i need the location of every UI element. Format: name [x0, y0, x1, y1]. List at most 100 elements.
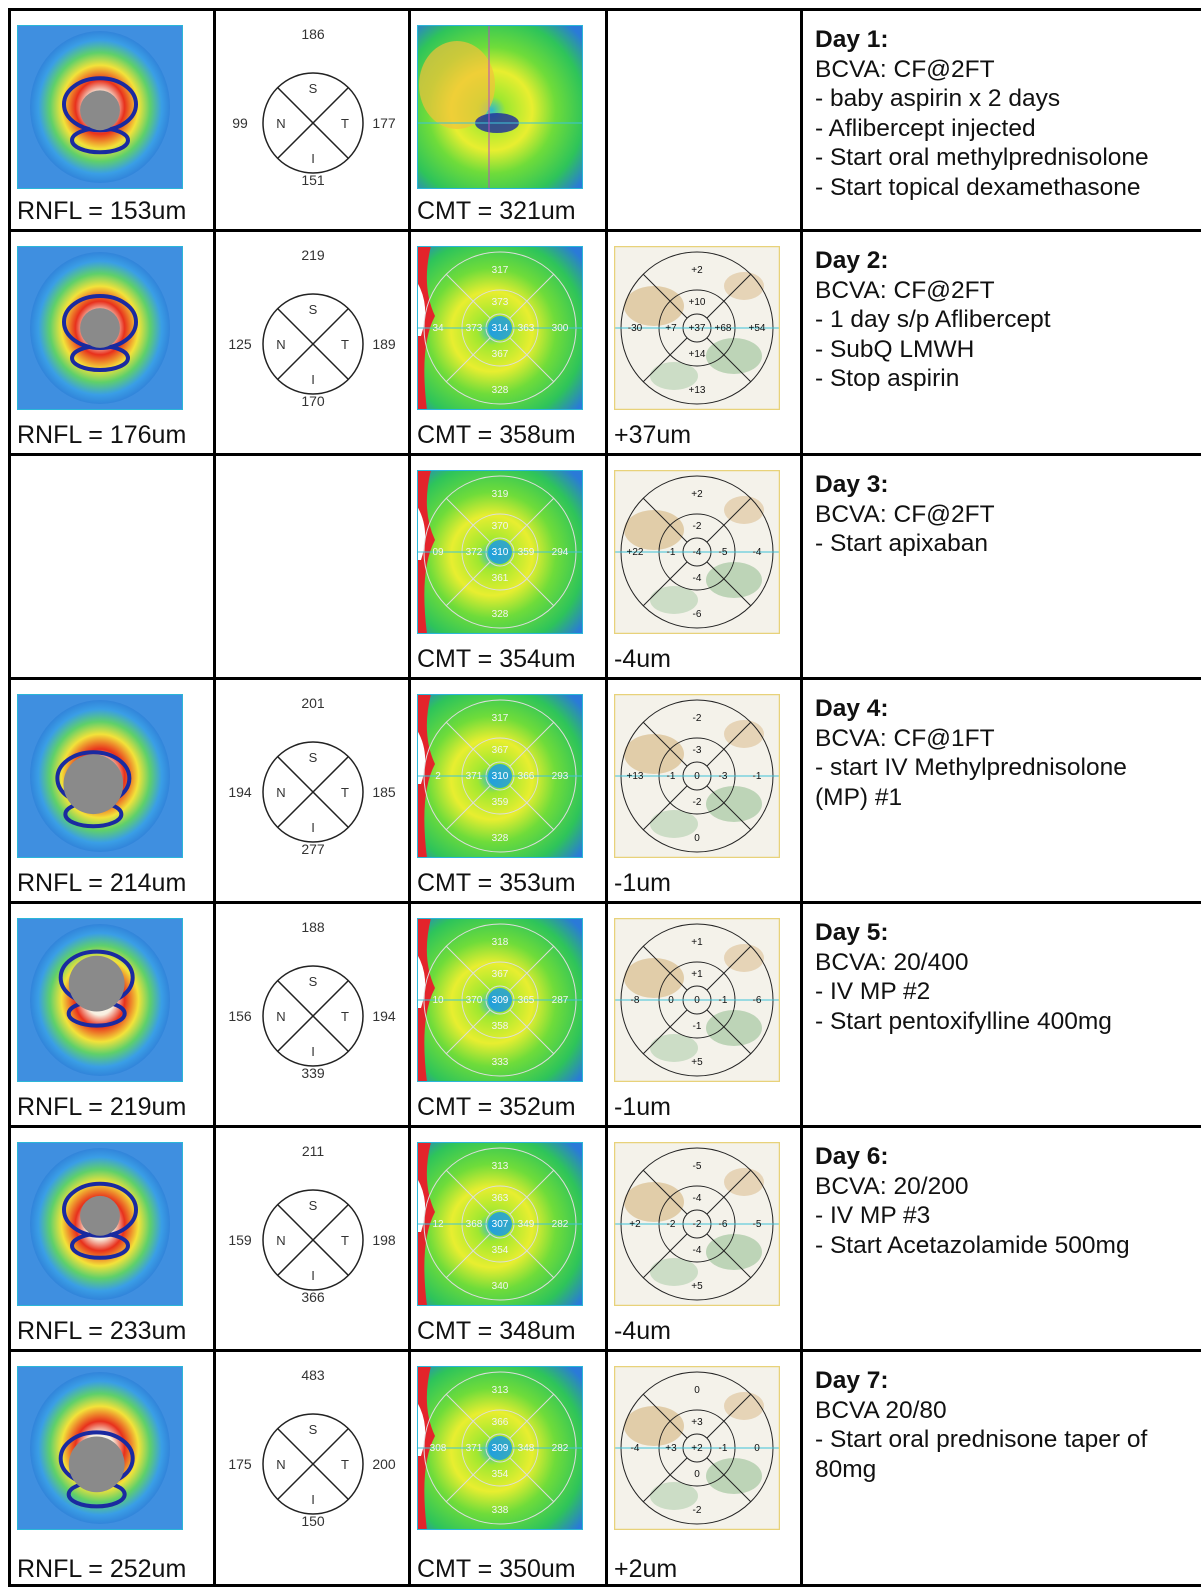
- etdrs-value: -1: [667, 547, 676, 558]
- rnfl-thickness-map: [17, 25, 183, 189]
- etdrs-value: 318: [492, 937, 509, 948]
- cell-notes: Day 1: BCVA: CF@2FT - baby aspirin x 2 day…: [803, 11, 1201, 229]
- etdrs-value: -4: [753, 547, 762, 558]
- quadrant-letter: T: [341, 1233, 349, 1248]
- etdrs-value: 371: [466, 771, 483, 782]
- table-row-border: [8, 1125, 1201, 1128]
- quadrant-letter: N: [276, 785, 285, 800]
- rnfl-quadrant-diagram: S N T I 211 366 159 198: [228, 1143, 396, 1305]
- note-line: - Start pentoxifylline 400mg: [815, 1007, 1112, 1035]
- etdrs-value: +5: [691, 1057, 703, 1068]
- etdrs-value: -2: [693, 713, 702, 724]
- day-notes: Day 3: BCVA: CF@2FT - Start apixaban: [815, 470, 995, 559]
- etdrs-center-value: 309: [492, 1443, 509, 1454]
- measurement-caption: CMT = 348um: [417, 1317, 576, 1345]
- etdrs-value: 370: [492, 521, 509, 532]
- cell-notes: Day 6: BCVA: 20/200- IV MP #3- Start Acet…: [803, 1128, 1201, 1349]
- table-row-border: [8, 453, 1201, 456]
- day-notes: Day 1: BCVA: CF@2FT - baby aspirin x 2 day…: [815, 25, 1149, 202]
- note-line: - Aflibercept injected: [815, 114, 1036, 142]
- etdrs-value: 372: [466, 547, 483, 558]
- cell-rnfl: RNFL = 153um: [11, 11, 213, 229]
- quadrant-letter: N: [276, 1009, 285, 1024]
- measurement-caption: -4um: [614, 1317, 671, 1345]
- etdrs-value: +2: [691, 489, 703, 500]
- etdrs-value: -4: [693, 573, 702, 584]
- etdrs-value: 317: [492, 265, 509, 276]
- etdrs-value: 363: [492, 1193, 509, 1204]
- etdrs-value: 2: [435, 771, 441, 782]
- measurement-caption: CMT = 352um: [417, 1093, 576, 1121]
- quadrant-letter: I: [311, 820, 315, 835]
- etdrs-value: 10: [432, 995, 444, 1006]
- optic-disc-mask: [80, 308, 120, 348]
- quadrant-value-I: 151: [301, 172, 325, 188]
- etdrs-value: 0: [754, 1443, 760, 1454]
- day-label: Day 6:: [815, 1143, 889, 1170]
- quadrant-letter: I: [311, 372, 315, 387]
- note-line: - Start oral prednisone taper of: [815, 1426, 1148, 1453]
- quadrant-letter: T: [341, 116, 349, 131]
- etdrs-value: 287: [552, 995, 569, 1006]
- measurement-caption: -1um: [614, 1093, 671, 1121]
- table-row-border: [8, 1584, 1201, 1587]
- cell-cmt: 309366348354371313282338308309CMT = 350u…: [411, 1352, 605, 1587]
- cell-notes: Day 3: BCVA: CF@2FT - Start apixaban: [803, 456, 1201, 677]
- rnfl-quadrant-diagram: S N T I 201 277 194 185: [228, 695, 396, 857]
- optic-disc-mask: [68, 1436, 125, 1493]
- etdrs-value: 313: [492, 1385, 509, 1396]
- etdrs-value: 293: [552, 771, 569, 782]
- cell-rnfl: RNFL = 252um: [11, 1352, 213, 1587]
- etdrs-value: +1: [691, 937, 703, 948]
- cell-cmt: 30736334935436831328234012307CMT = 348um: [411, 1128, 605, 1349]
- cell-change: 0 -3 -3 -2 -1 -2 -1 0 +13 -1um: [608, 680, 800, 901]
- etdrs-value: 328: [492, 609, 509, 620]
- cell-change: -2 -4 -6 -4 -2 -5 -5 +5 +2 -4um: [608, 1128, 800, 1349]
- rnfl-quadrant-diagram: S N T I 186 151 99 177: [232, 26, 396, 188]
- table-row-border: [8, 901, 1201, 904]
- measurement-caption: CMT = 321um: [417, 197, 576, 225]
- etdrs-value: -4: [631, 1443, 640, 1454]
- etdrs-value: 365: [518, 995, 535, 1006]
- note-line: - IV MP #3: [815, 1202, 931, 1229]
- etdrs-value: -5: [753, 1219, 762, 1230]
- cell-quadrants: S N T I 211 366 159 198: [216, 1128, 408, 1349]
- note-line: (MP) #1: [815, 783, 903, 811]
- etdrs-value: 366: [492, 1417, 509, 1428]
- etdrs-value: -1: [693, 1021, 702, 1032]
- quadrant-value-N: 125: [228, 336, 252, 352]
- thickness-change-map: +2 +3 -1 0 +3 0 0 -2 -4: [613, 1365, 781, 1531]
- note-line: BCVA: CF@2FT: [815, 500, 995, 528]
- etdrs-value: 282: [552, 1443, 569, 1454]
- measurement-caption: CMT = 358um: [417, 421, 576, 449]
- etdrs-value: 319: [492, 489, 509, 500]
- day-label: Day 1:: [815, 26, 889, 53]
- etdrs-value: -4: [693, 547, 702, 558]
- quadrant-value-S: 219: [301, 247, 325, 263]
- cell-cmt: 3103673663593713172933282310CMT = 353um: [411, 680, 605, 901]
- cell-notes: Day 2: BCVA: CF@2FT - 1 day s/p Aflibercep…: [803, 232, 1201, 453]
- note-line: - SubQ LMWH: [815, 335, 975, 363]
- day-notes: Day 5: BCVA: 20/400- IV MP #2- Start pent…: [815, 918, 1112, 1036]
- table-row-border: [8, 1349, 1201, 1352]
- quadrant-letter: T: [341, 1457, 349, 1472]
- etdrs-value: 358: [492, 1021, 509, 1032]
- note-line: - baby aspirin x 2 days: [815, 85, 1061, 112]
- optic-disc-mask: [80, 1195, 120, 1236]
- cell-cmt: 31037035936137231929432809310CMT = 354um: [411, 456, 605, 677]
- thickness-change-map: -2 -4 -6 -4 -2 -5 -5 +5 +2: [613, 1141, 781, 1307]
- etdrs-value: 373: [492, 297, 509, 308]
- table-column-border: [800, 8, 803, 1587]
- note-line: BCVA: 20/200: [815, 1172, 969, 1200]
- quadrant-value-T: 189: [372, 336, 396, 352]
- etdrs-value: 359: [492, 797, 509, 808]
- quadrant-letter: T: [341, 337, 349, 352]
- etdrs-value: 313: [492, 1161, 509, 1172]
- cell-quadrants: S N T I 219 170 125 189: [216, 232, 408, 453]
- note-line: - Start apixaban: [815, 530, 988, 557]
- etdrs-value: +5: [691, 1281, 703, 1292]
- cell-quadrants: S N T I 483 150 175 200: [216, 1352, 408, 1587]
- measurement-caption: RNFL = 153um: [17, 197, 187, 225]
- etdrs-value: 0: [694, 771, 700, 782]
- measurement-caption: RNFL = 233um: [17, 1317, 187, 1345]
